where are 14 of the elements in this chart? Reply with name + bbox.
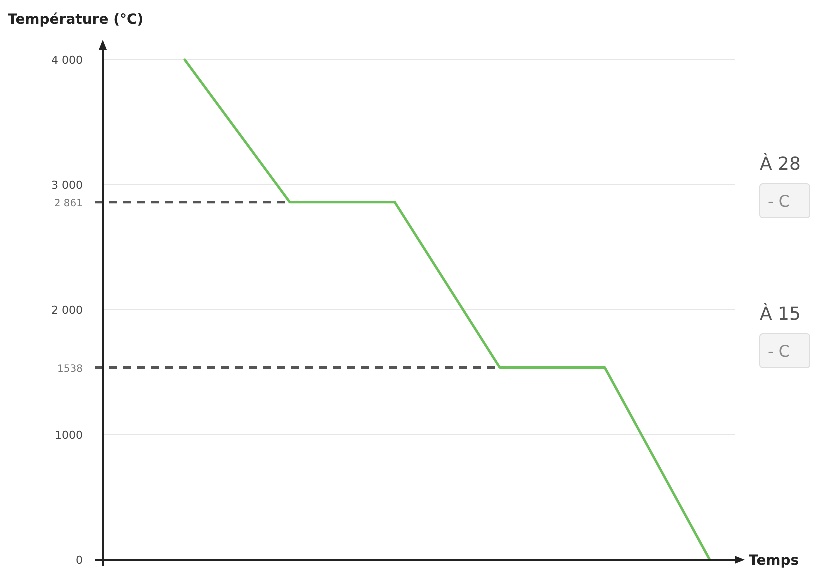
x-axis-title: Temps	[749, 553, 800, 569]
ref-line-label: 2 861	[54, 198, 83, 210]
line-series	[184, 58, 712, 562]
text: - C	[768, 192, 790, 211]
y-tick-label: 4 000	[52, 54, 83, 67]
text: À 28	[760, 153, 801, 175]
y-axis-title: Température (°C)	[8, 12, 144, 28]
y-tick-label: 3 000	[52, 179, 83, 192]
text: À 15	[760, 303, 801, 325]
y-tick-label: 2 000	[52, 304, 83, 317]
y-tick-label: 0	[76, 554, 83, 567]
y-tick-label: 1000	[55, 429, 83, 442]
ref-line-label: 1538	[58, 364, 83, 375]
text: - C	[768, 342, 790, 361]
